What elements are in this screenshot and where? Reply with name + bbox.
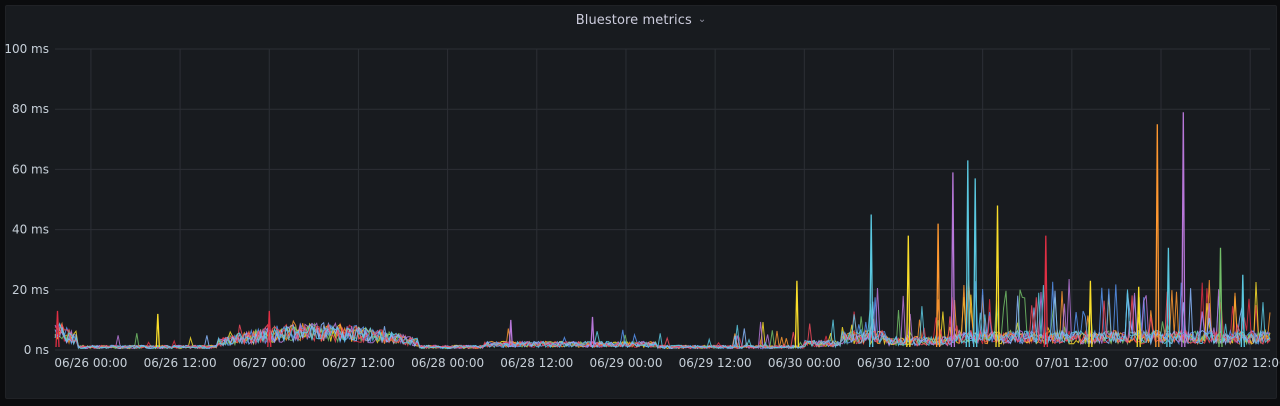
series-spike xyxy=(508,319,513,348)
x-tick-label: 06/26 00:00 xyxy=(54,356,127,370)
x-tick-label: 06/27 00:00 xyxy=(233,356,306,370)
y-tick-label: 60 ms xyxy=(12,162,49,176)
y-axis: 0 ns 20 ms 40 ms 60 ms 80 ms 100 ms xyxy=(4,42,49,357)
x-tick-label: 06/30 12:00 xyxy=(857,356,930,370)
series-spike xyxy=(1043,235,1048,348)
chevron-down-icon: ⌄ xyxy=(697,14,707,25)
series-spike xyxy=(1166,247,1171,348)
series-spike xyxy=(1155,124,1160,348)
chart-panel: Bluestore metrics ⌄ xyxy=(5,5,1277,399)
x-axis: 06/26 00:00 06/26 12:00 06/27 00:00 06/27 1… xyxy=(54,356,1280,370)
series-spike xyxy=(869,214,874,348)
x-tick-label: 07/01 12:00 xyxy=(1035,356,1108,370)
x-tick-label: 06/26 12:00 xyxy=(144,356,217,370)
series-spike xyxy=(590,316,595,348)
series-spike xyxy=(1218,247,1223,348)
x-tick-label: 07/02 00:00 xyxy=(1125,356,1198,370)
series-line xyxy=(54,284,1271,350)
y-tick-label: 20 ms xyxy=(12,283,49,297)
series-spike xyxy=(155,313,160,348)
y-tick-label: 0 ns xyxy=(24,343,49,357)
x-tick-label: 06/27 12:00 xyxy=(322,356,395,370)
series-spike xyxy=(973,178,978,348)
series-spike xyxy=(965,160,970,348)
series-spike xyxy=(950,172,956,348)
x-tick-label: 07/02 12:00 xyxy=(1214,356,1280,370)
chart-series xyxy=(54,112,1271,350)
y-tick-label: 100 ms xyxy=(4,42,49,56)
x-tick-label: 06/29 12:00 xyxy=(679,356,752,370)
y-tick-label: 80 ms xyxy=(12,102,49,116)
series-spike xyxy=(995,205,1000,348)
series-spike xyxy=(1136,286,1141,348)
x-tick-label: 06/30 00:00 xyxy=(768,356,841,370)
series-spike xyxy=(906,235,911,348)
x-tick-label: 06/29 00:00 xyxy=(589,356,662,370)
series-spike xyxy=(1181,112,1186,348)
series-spike xyxy=(935,223,941,348)
y-tick-label: 40 ms xyxy=(12,223,49,237)
panel-title-menu[interactable]: Bluestore metrics ⌄ xyxy=(570,13,713,28)
series-spike xyxy=(267,310,272,348)
series-spike xyxy=(794,280,800,348)
series-spike xyxy=(55,310,60,348)
panel-title: Bluestore metrics xyxy=(575,12,692,28)
panel-header: Bluestore metrics ⌄ xyxy=(6,6,1276,34)
x-tick-label: 06/28 12:00 xyxy=(500,356,573,370)
x-tick-label: 06/28 00:00 xyxy=(411,356,484,370)
series-spike xyxy=(1240,274,1245,348)
chart-grid xyxy=(55,48,1270,351)
series-spike xyxy=(1088,280,1093,348)
x-tick-label: 07/01 00:00 xyxy=(946,356,1019,370)
